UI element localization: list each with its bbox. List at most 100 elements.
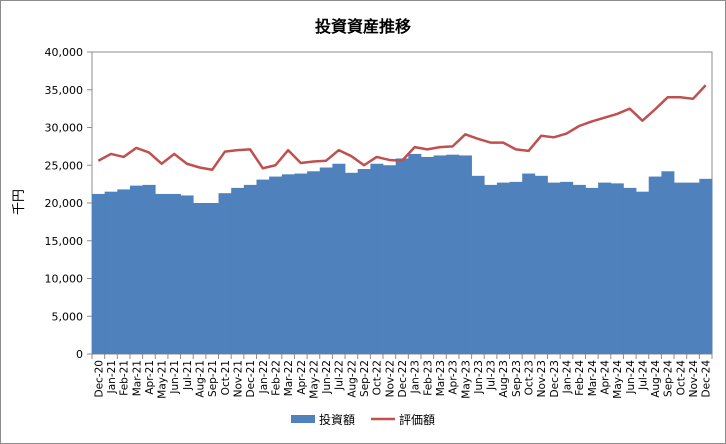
x-tick-label: Dec-20 bbox=[93, 360, 105, 397]
bar bbox=[243, 184, 257, 354]
x-tick-label: Jun-21 bbox=[169, 360, 181, 395]
x-tick-label: Apr-24 bbox=[599, 360, 611, 395]
x-tick-label: Nov-24 bbox=[688, 360, 700, 398]
x-tick-label: Mar-23 bbox=[435, 360, 447, 396]
bar bbox=[167, 193, 181, 354]
bar bbox=[661, 171, 675, 354]
bar bbox=[686, 182, 700, 354]
x-tick-label: Feb-21 bbox=[119, 360, 131, 396]
legend-swatch-investment bbox=[291, 415, 315, 423]
bar bbox=[458, 155, 472, 354]
x-tick-label: Sep-23 bbox=[511, 360, 523, 397]
y-tick-label: 25,000 bbox=[45, 159, 84, 172]
x-tick-label: Sep-24 bbox=[663, 360, 675, 397]
bar bbox=[307, 171, 321, 354]
x-tick-label: Aug-24 bbox=[650, 360, 662, 398]
x-tick-label: Sep-22 bbox=[359, 360, 371, 397]
bar bbox=[281, 174, 295, 354]
y-tick-label: 20,000 bbox=[45, 197, 84, 210]
bar bbox=[193, 203, 207, 354]
y-tick-label: 5,000 bbox=[52, 310, 84, 323]
x-tick-label: May-24 bbox=[612, 360, 624, 399]
bar bbox=[294, 173, 308, 354]
bar bbox=[610, 183, 624, 354]
x-tick-label: Jan-24 bbox=[561, 360, 573, 395]
bar bbox=[674, 182, 688, 354]
bar bbox=[534, 175, 548, 354]
bar bbox=[560, 181, 574, 354]
bar bbox=[104, 191, 118, 354]
x-tick-label: Jan-21 bbox=[106, 360, 118, 394]
x-tick-label: Mar-21 bbox=[131, 360, 143, 396]
bar bbox=[433, 155, 447, 354]
bar bbox=[408, 153, 422, 354]
x-tick-label: Nov-22 bbox=[384, 360, 396, 397]
y-tick-label: 0 bbox=[76, 348, 83, 361]
x-tick-label: Oct-22 bbox=[372, 360, 384, 395]
x-tick-label: Aug-22 bbox=[346, 360, 358, 398]
x-tick-label: Mar-22 bbox=[283, 360, 295, 396]
bar bbox=[623, 187, 637, 354]
x-tick-label: Jul-22 bbox=[334, 360, 346, 391]
bar bbox=[471, 175, 485, 354]
bar bbox=[572, 184, 586, 354]
bar bbox=[509, 181, 523, 354]
y-tick-label: 10,000 bbox=[45, 273, 84, 286]
bar bbox=[117, 189, 131, 354]
x-tick-label: May-22 bbox=[308, 360, 320, 399]
bar bbox=[522, 173, 536, 354]
bar bbox=[496, 182, 510, 354]
x-tick-label: Apr-23 bbox=[448, 360, 460, 395]
x-tick-label: Jul-21 bbox=[182, 360, 194, 391]
x-tick-label: Nov-21 bbox=[233, 360, 245, 397]
x-tick-label: Feb-23 bbox=[422, 360, 434, 396]
x-tick-label: Dec-21 bbox=[245, 360, 257, 397]
bar bbox=[332, 163, 346, 354]
x-tick-label: Oct-21 bbox=[220, 360, 232, 395]
bar bbox=[129, 185, 143, 354]
y-tick-label: 35,000 bbox=[45, 84, 84, 97]
bar bbox=[395, 158, 409, 354]
x-tick-label: Jun-23 bbox=[473, 360, 485, 395]
bar bbox=[484, 184, 498, 354]
x-tick-label: May-21 bbox=[157, 360, 169, 399]
y-axis-label: 千円 bbox=[12, 189, 27, 215]
bar bbox=[446, 154, 460, 354]
bar-series bbox=[92, 153, 713, 354]
x-tick-label: Dec-24 bbox=[701, 360, 713, 398]
bar bbox=[256, 179, 270, 354]
y-axis: 0 5,000 10,000 15,000 20,000 25,000 30,000 35,0… bbox=[45, 46, 92, 361]
x-tick-label: Dec-23 bbox=[549, 360, 561, 397]
bar bbox=[547, 182, 561, 354]
x-tick-label: Jun-24 bbox=[625, 360, 637, 395]
x-axis: Dec-20 Jan-21 Feb-21 Mar-21 Apr-21 May-21 Jun-… bbox=[91, 354, 713, 399]
legend-label-investment: 投資額 bbox=[319, 412, 355, 427]
x-tick-label: Nov-23 bbox=[536, 360, 548, 397]
bar bbox=[598, 182, 612, 354]
bar bbox=[269, 176, 283, 354]
x-tick-label: Feb-22 bbox=[270, 360, 282, 396]
x-tick-label: Jan-23 bbox=[410, 360, 422, 394]
y-tick-label: 30,000 bbox=[45, 122, 84, 135]
bar bbox=[155, 193, 169, 354]
bar bbox=[92, 193, 105, 354]
bar bbox=[319, 167, 333, 354]
bar bbox=[636, 191, 650, 354]
x-tick-label: May-23 bbox=[460, 360, 472, 399]
bar bbox=[699, 178, 713, 354]
bar bbox=[648, 176, 662, 354]
x-tick-label: Mar-24 bbox=[587, 360, 599, 397]
line-series bbox=[97, 84, 707, 172]
x-tick-label: Sep-21 bbox=[207, 360, 219, 397]
bar bbox=[345, 172, 359, 354]
y-tick-label: 15,000 bbox=[45, 235, 84, 248]
x-tick-label: Jul-23 bbox=[486, 360, 498, 391]
x-tick-label: Aug-21 bbox=[195, 360, 207, 398]
y-tick-label: 40,000 bbox=[45, 46, 84, 59]
bar bbox=[420, 156, 434, 354]
bar bbox=[218, 193, 232, 354]
x-tick-label: Jun-22 bbox=[321, 360, 333, 395]
bar bbox=[180, 195, 194, 354]
